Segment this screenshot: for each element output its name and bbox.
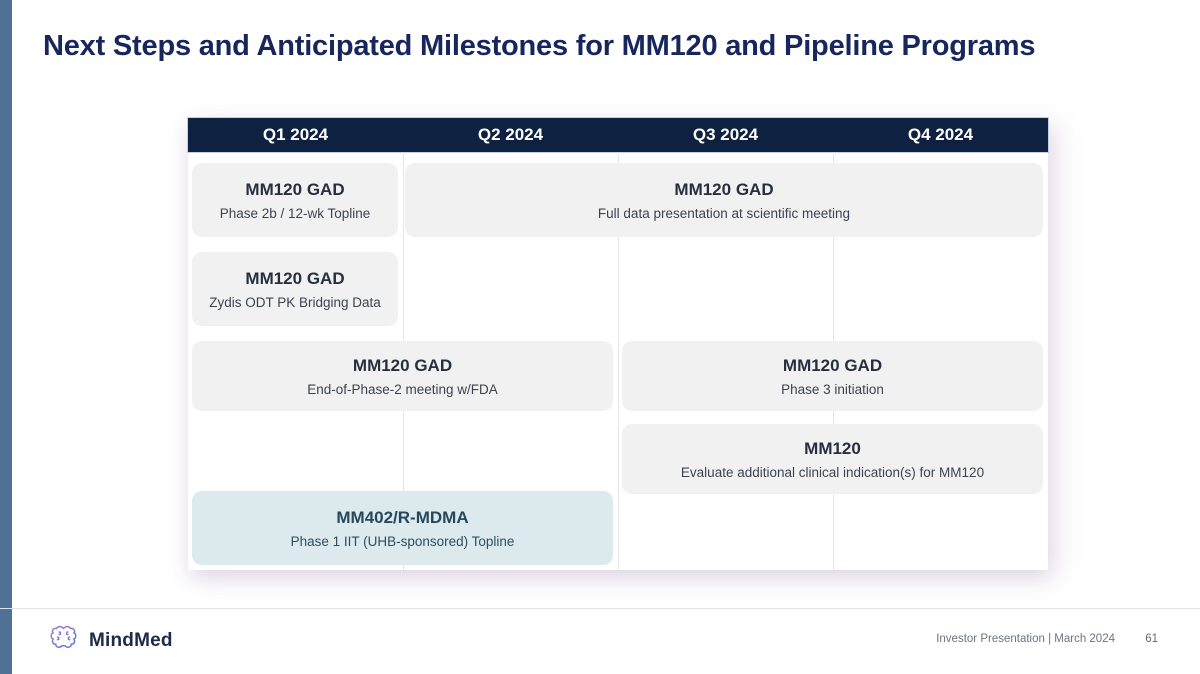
milestone-subtitle: Phase 3 initiation bbox=[781, 381, 884, 397]
milestone-card-mm120-phase2b-topline: MM120 GAD Phase 2b / 12-wk Topline bbox=[192, 163, 398, 237]
milestone-subtitle: Zydis ODT PK Bridging Data bbox=[209, 294, 381, 310]
mindmed-logo: MindMed bbox=[48, 624, 173, 657]
milestone-title: MM120 bbox=[804, 438, 861, 458]
quarter-header-q1: Q1 2024 bbox=[262, 125, 329, 144]
milestone-subtitle: Phase 1 IIT (UHB-sponsored) Topline bbox=[290, 533, 515, 549]
footer-divider bbox=[0, 608, 1200, 609]
milestone-title: MM402/R-MDMA bbox=[336, 507, 469, 527]
footer-note: Investor Presentation | March 2024 bbox=[936, 633, 1115, 645]
timeline-header-row: Q1 2024 Q2 2024 Q3 2024 Q4 2024 bbox=[187, 117, 1049, 153]
page-number: 61 bbox=[1145, 633, 1158, 645]
milestone-subtitle: End-of-Phase-2 meeting w/FDA bbox=[307, 381, 498, 397]
column-divider bbox=[618, 152, 619, 570]
milestone-title: MM120 GAD bbox=[245, 179, 345, 199]
brand-wordmark: MindMed bbox=[89, 629, 173, 651]
milestone-card-mm402-phase1-iit: MM402/R-MDMA Phase 1 IIT (UHB-sponsored)… bbox=[192, 491, 613, 565]
quarter-header-q3: Q3 2024 bbox=[692, 125, 759, 144]
quarter-header-q4: Q4 2024 bbox=[907, 125, 974, 144]
milestone-title: MM120 GAD bbox=[782, 355, 883, 375]
milestone-subtitle: Full data presentation at scientific mee… bbox=[597, 205, 851, 221]
page-title: Next Steps and Anticipated Milestones fo… bbox=[43, 30, 1036, 62]
quarter-header-q2: Q2 2024 bbox=[477, 125, 544, 144]
milestone-card-mm120-phase3-initiation: MM120 GAD Phase 3 initiation bbox=[622, 341, 1043, 411]
milestone-timeline-table: Q1 2024 Q2 2024 Q3 2024 Q4 2024 MM120 GA… bbox=[187, 117, 1049, 570]
milestone-card-mm120-eop2-fda: MM120 GAD End-of-Phase-2 meeting w/FDA bbox=[192, 341, 613, 411]
milestone-subtitle: Phase 2b / 12-wk Topline bbox=[219, 205, 371, 221]
brain-icon bbox=[48, 624, 79, 657]
milestone-subtitle: Evaluate additional clinical indication(… bbox=[680, 464, 985, 480]
milestone-card-mm120-zydis-pk: MM120 GAD Zydis ODT PK Bridging Data bbox=[192, 252, 398, 326]
left-accent-bar bbox=[0, 0, 12, 674]
milestone-title: MM120 GAD bbox=[674, 179, 774, 199]
milestone-title: MM120 GAD bbox=[352, 355, 453, 375]
milestone-card-mm120-full-data: MM120 GAD Full data presentation at scie… bbox=[405, 163, 1043, 237]
milestone-card-mm120-additional-indications: MM120 Evaluate additional clinical indic… bbox=[622, 424, 1043, 494]
milestone-title: MM120 GAD bbox=[245, 268, 345, 288]
